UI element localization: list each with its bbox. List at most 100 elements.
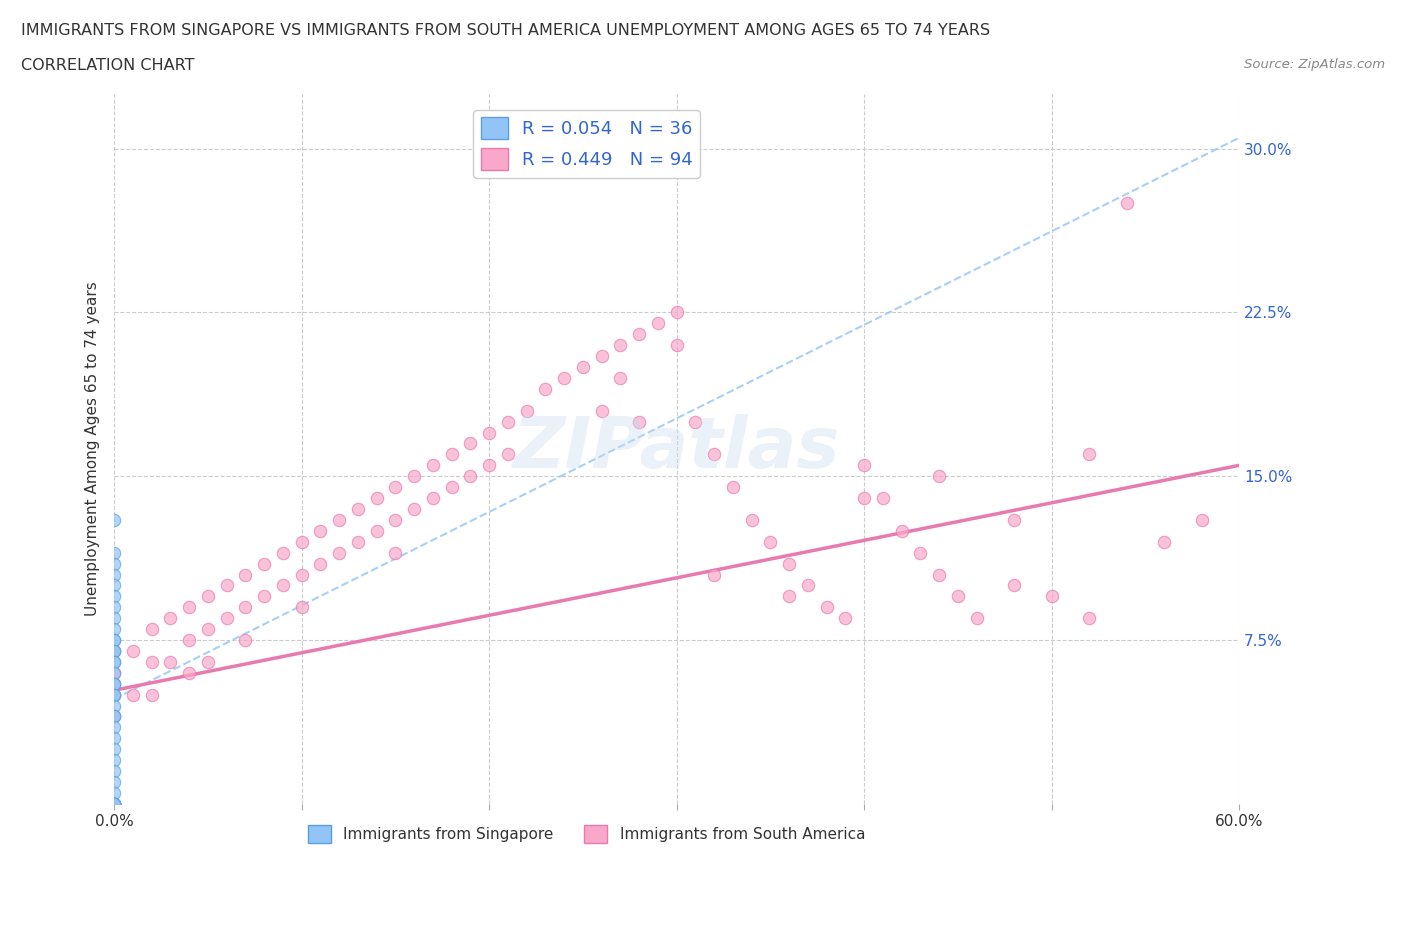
Point (103, 676, 125, 691)
Point (103, 589, 125, 604)
Point (516, 404, 538, 418)
Point (366, 491, 388, 506)
Point (103, 796, 125, 811)
Point (440, 447, 463, 462)
Point (103, 512, 125, 527)
Point (1002, 578, 1025, 593)
Point (890, 524, 912, 538)
Text: CORRELATION CHART: CORRELATION CHART (21, 58, 194, 73)
Point (1040, 589, 1063, 604)
Point (103, 742, 125, 757)
Point (197, 621, 219, 636)
Point (215, 578, 238, 593)
Point (291, 600, 314, 615)
Point (103, 578, 125, 593)
Point (141, 687, 163, 702)
Point (834, 611, 856, 626)
Point (291, 567, 314, 582)
Point (103, 709, 125, 724)
Point (103, 655, 125, 670)
Point (741, 512, 763, 527)
Point (235, 632, 257, 647)
Point (553, 370, 575, 385)
Point (609, 338, 631, 352)
Point (366, 524, 388, 538)
Point (103, 796, 125, 811)
Point (665, 305, 688, 320)
Point (291, 535, 314, 550)
Point (103, 796, 125, 811)
Point (103, 567, 125, 582)
Point (872, 491, 894, 506)
Point (460, 436, 482, 451)
Point (103, 764, 125, 778)
Point (309, 556, 332, 571)
Y-axis label: Unemployment Among Ages 65 to 74 years: Unemployment Among Ages 65 to 74 years (86, 282, 100, 617)
Point (1002, 512, 1025, 527)
Point (271, 545, 294, 560)
Point (1115, 196, 1137, 211)
Point (103, 600, 125, 615)
Point (778, 589, 800, 604)
Point (103, 687, 125, 702)
Point (759, 535, 782, 550)
Point (609, 370, 631, 385)
Point (103, 644, 125, 658)
Point (141, 621, 163, 636)
Point (141, 655, 163, 670)
Point (179, 632, 201, 647)
Point (478, 425, 501, 440)
Point (572, 360, 595, 375)
Point (197, 655, 219, 670)
Point (103, 621, 125, 636)
Point (197, 589, 219, 604)
Point (103, 665, 125, 680)
Point (235, 600, 257, 615)
Point (103, 632, 125, 647)
Point (797, 578, 820, 593)
Point (928, 469, 950, 484)
Point (328, 545, 350, 560)
Point (103, 644, 125, 658)
Point (665, 338, 688, 352)
Point (103, 687, 125, 702)
Point (496, 414, 519, 429)
Text: IMMIGRANTS FROM SINGAPORE VS IMMIGRANTS FROM SOUTH AMERICA UNEMPLOYMENT AMONG AG: IMMIGRANTS FROM SINGAPORE VS IMMIGRANTS … (21, 23, 990, 38)
Point (1078, 611, 1101, 626)
Point (404, 469, 426, 484)
Point (328, 512, 350, 527)
Point (179, 665, 201, 680)
Point (347, 501, 370, 516)
Point (478, 458, 501, 472)
Point (103, 676, 125, 691)
Legend: Immigrants from Singapore, Immigrants from South America: Immigrants from Singapore, Immigrants fr… (302, 818, 872, 849)
Point (647, 316, 669, 331)
Point (103, 720, 125, 735)
Point (103, 644, 125, 658)
Point (103, 752, 125, 767)
Point (103, 665, 125, 680)
Point (591, 404, 613, 418)
Point (910, 545, 932, 560)
Point (422, 491, 444, 506)
Point (159, 611, 181, 626)
Point (253, 589, 276, 604)
Point (966, 611, 988, 626)
Point (103, 556, 125, 571)
Point (1078, 447, 1101, 462)
Point (103, 545, 125, 560)
Point (384, 512, 406, 527)
Point (422, 458, 444, 472)
Point (103, 775, 125, 790)
Point (103, 796, 125, 811)
Point (103, 698, 125, 713)
Point (235, 567, 257, 582)
Point (1191, 512, 1213, 527)
Point (460, 469, 482, 484)
Point (853, 458, 876, 472)
Point (103, 796, 125, 811)
Point (628, 414, 651, 429)
Point (103, 655, 125, 670)
Point (440, 480, 463, 495)
Point (103, 611, 125, 626)
